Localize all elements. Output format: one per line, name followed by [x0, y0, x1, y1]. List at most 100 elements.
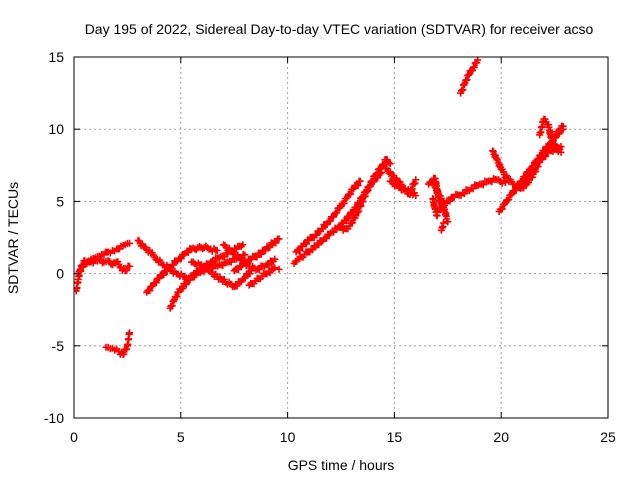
data-point	[275, 265, 283, 273]
data-point	[257, 250, 265, 258]
data-point	[265, 261, 273, 269]
data-point	[253, 253, 261, 261]
data-point	[313, 231, 321, 239]
chart-title: Day 195 of 2022, Sidereal Day-to-day VTE…	[85, 21, 594, 37]
data-point	[437, 206, 445, 214]
x-tick-label: 15	[387, 429, 403, 445]
series-arc-16	[429, 195, 441, 220]
data-point	[220, 253, 228, 261]
data-point	[191, 271, 199, 279]
y-axis-label: SDTVAR / TECUs	[5, 182, 21, 294]
x-tick-label: 20	[493, 429, 509, 445]
data-point	[186, 276, 194, 284]
data-point	[173, 292, 181, 300]
data-point	[354, 181, 362, 189]
y-tick-label: 10	[48, 121, 64, 137]
data-point	[148, 282, 156, 290]
data-point	[340, 199, 348, 207]
x-ticks: 0 5 10 15 20 25	[70, 57, 616, 445]
data-point	[356, 177, 364, 185]
data-point	[123, 266, 131, 274]
data-point	[160, 271, 168, 279]
series-arc-9	[245, 264, 279, 289]
data-point	[210, 258, 218, 266]
series-arc-4	[143, 242, 221, 296]
data-point	[470, 63, 478, 71]
grid	[74, 57, 608, 418]
series-arc-7	[220, 241, 279, 274]
data-point	[319, 225, 327, 233]
y-ticks: -10 -5 0 5 10 15	[44, 49, 608, 426]
data-point	[126, 239, 134, 247]
series-arc-18	[437, 219, 448, 234]
data-point	[349, 185, 357, 193]
data-point	[213, 246, 221, 254]
x-tick-label: 10	[280, 429, 296, 445]
data-point	[559, 125, 567, 133]
data-point	[177, 255, 185, 263]
data-point	[234, 266, 242, 274]
x-tick-label: 5	[177, 429, 185, 445]
data-point	[380, 160, 388, 168]
data-point	[446, 197, 454, 205]
data-point	[531, 162, 539, 170]
series-arc-12	[339, 169, 386, 234]
series-arc-20	[457, 57, 482, 97]
data-point	[163, 267, 171, 275]
data-point	[179, 284, 187, 292]
data-point	[348, 219, 356, 227]
data-point	[239, 241, 247, 249]
data-point	[309, 246, 317, 254]
data-point	[98, 259, 106, 267]
data-point	[366, 183, 374, 191]
series-arc-1b	[74, 255, 134, 278]
series-arc-25	[538, 143, 565, 162]
data-point	[542, 152, 550, 160]
data-point	[275, 235, 283, 243]
data-point	[517, 181, 525, 189]
data-point	[266, 243, 274, 251]
data-point	[386, 160, 394, 168]
series-arc-11	[292, 177, 364, 256]
data-point	[374, 174, 382, 182]
data-point	[342, 195, 350, 203]
data-point	[255, 266, 263, 274]
data-point	[77, 267, 85, 275]
data-point	[347, 190, 355, 198]
data-point	[557, 143, 565, 151]
data-point	[525, 178, 533, 186]
data-point	[182, 280, 190, 288]
series-arc-6	[187, 258, 255, 291]
data-point	[385, 158, 393, 166]
data-point	[333, 209, 341, 217]
data-point	[315, 241, 323, 249]
data-point	[342, 217, 350, 225]
data-point	[500, 200, 508, 208]
data-point	[170, 261, 178, 269]
data-point	[378, 169, 386, 177]
data-point	[520, 177, 528, 185]
series-arc-19	[433, 175, 509, 216]
data-point	[302, 240, 310, 248]
data-point	[370, 178, 378, 186]
data-point	[241, 251, 249, 259]
data-point	[507, 191, 515, 199]
data-point	[152, 279, 160, 287]
data-point	[146, 287, 154, 295]
data-point	[523, 173, 531, 181]
x-axis-label: GPS time / hours	[288, 457, 395, 473]
data-point	[266, 269, 274, 277]
data-point	[272, 239, 280, 247]
series-arc-8	[230, 235, 283, 275]
data-point	[271, 264, 279, 272]
x-tick-label: 25	[600, 429, 616, 445]
plot-frame	[73, 56, 609, 419]
data-point	[555, 130, 563, 138]
data-point	[126, 262, 134, 270]
data-point	[440, 219, 448, 227]
y-tick-label: 15	[48, 49, 64, 65]
data-point	[498, 205, 506, 213]
data-point	[474, 57, 482, 64]
y-tick-label: -5	[52, 338, 65, 354]
